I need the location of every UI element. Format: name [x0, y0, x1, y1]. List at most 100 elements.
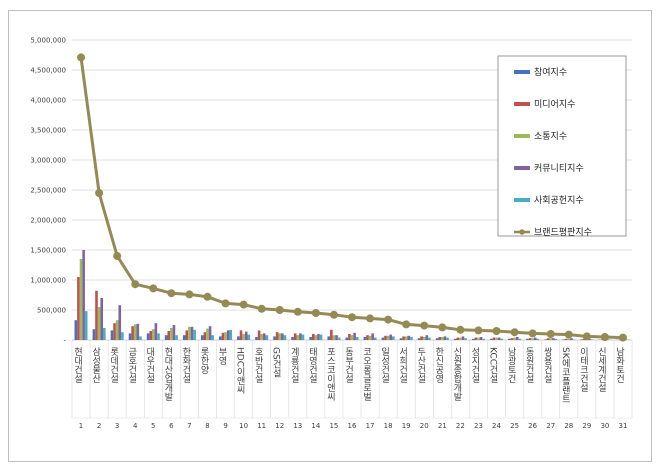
bar-5	[175, 335, 178, 340]
bar-1	[399, 338, 403, 340]
x-category-label: 코오롱글로벌	[361, 347, 371, 401]
line-point	[528, 329, 537, 338]
bar-4	[281, 333, 284, 340]
x-category-label: SK에코플랜트	[560, 347, 570, 404]
bar-5	[229, 329, 233, 340]
x-rank-label: 5	[151, 422, 155, 430]
legend-swatch-4	[514, 166, 530, 170]
bar-1	[381, 337, 385, 340]
line-point	[167, 289, 176, 298]
bar-3	[567, 338, 571, 340]
line-point	[600, 333, 609, 341]
y-tick-label: 4,500,000	[30, 67, 66, 75]
bar-5	[283, 335, 287, 340]
x-rank-label: 26	[528, 422, 537, 430]
bar-1	[453, 338, 457, 340]
x-rank-label: 1	[79, 422, 83, 430]
legend-swatch-5	[514, 198, 530, 202]
bar-1	[146, 333, 150, 340]
line-point	[510, 328, 519, 337]
bar-4	[533, 337, 537, 340]
bar-2	[149, 331, 152, 340]
bar-3	[242, 334, 245, 340]
bar-3	[459, 337, 462, 340]
bar-3	[441, 337, 444, 340]
bar-3	[350, 335, 354, 340]
bar-2	[456, 337, 460, 340]
bar-1	[435, 338, 439, 340]
x-category-label: 롯데건설	[108, 347, 118, 383]
legend-label-1: 참여지수	[534, 66, 567, 78]
x-rank-label: 30	[600, 422, 609, 430]
bar-5	[428, 337, 431, 340]
x-rank-label: 14	[311, 422, 320, 430]
bar-2	[77, 277, 80, 340]
bar-4	[208, 326, 212, 340]
bar-1	[544, 339, 547, 340]
bar-3	[224, 332, 227, 340]
bar-5	[337, 337, 341, 340]
x-category-label: 태영건설	[307, 347, 317, 383]
bar-5	[301, 334, 305, 340]
bar-4	[262, 333, 266, 340]
bar-3	[368, 335, 372, 340]
x-category-label: KCC건설	[488, 347, 498, 383]
bar-1	[417, 338, 421, 340]
bar-1	[74, 320, 78, 340]
bar-2	[546, 338, 550, 340]
bar-2	[510, 338, 514, 340]
line-point	[311, 309, 320, 317]
bar-5	[500, 338, 504, 340]
bar-2	[113, 323, 116, 340]
y-tick-label: 3,500,000	[30, 127, 66, 135]
bar-5	[554, 338, 558, 340]
bar-2	[311, 334, 315, 340]
x-category-label: 남화토건	[614, 347, 624, 383]
line-point	[203, 292, 212, 301]
line-point	[384, 315, 393, 324]
bar-5	[247, 334, 251, 340]
bar-2	[438, 337, 442, 340]
bar-1	[562, 339, 565, 340]
line-point	[185, 290, 194, 299]
bar-4	[389, 334, 393, 340]
bar-5	[265, 335, 269, 340]
x-rank-label: 10	[239, 422, 248, 430]
bar-2	[221, 332, 225, 340]
bar-3	[477, 337, 480, 340]
bar-4	[154, 323, 158, 340]
line-point	[582, 332, 591, 341]
line-point	[239, 300, 248, 309]
bar-1	[200, 335, 204, 340]
line-point	[221, 299, 230, 308]
bar-1	[110, 330, 114, 340]
line-point	[546, 330, 555, 338]
bar-3	[549, 338, 553, 340]
bar-3	[260, 334, 263, 340]
bar-2	[239, 330, 243, 340]
bar-3	[422, 337, 426, 340]
bar-series	[74, 250, 630, 340]
bar-5	[464, 338, 467, 340]
bar-4	[244, 331, 248, 340]
bar-4	[570, 338, 573, 340]
bar-4	[118, 305, 122, 340]
bar-4	[82, 250, 85, 340]
x-category-label: 호반건설	[253, 347, 263, 383]
bar-4	[299, 333, 302, 340]
bar-3	[386, 335, 390, 340]
bar-2	[185, 330, 189, 340]
x-category-label: 신세계건설	[596, 347, 606, 392]
bar-4	[497, 337, 501, 340]
bar-1	[291, 337, 294, 340]
y-tick-label: 3,000,000	[30, 157, 66, 165]
line-point	[293, 307, 302, 316]
bar-4	[443, 336, 447, 340]
bar-2	[492, 337, 496, 340]
x-rank-label: 3	[115, 422, 119, 430]
bar-1	[182, 335, 186, 340]
bar-4	[479, 337, 483, 340]
x-category-label: 서희건설	[397, 347, 407, 383]
x-rank-label: 21	[438, 422, 447, 430]
legend-label-4: 커뮤니티지수	[534, 163, 584, 174]
